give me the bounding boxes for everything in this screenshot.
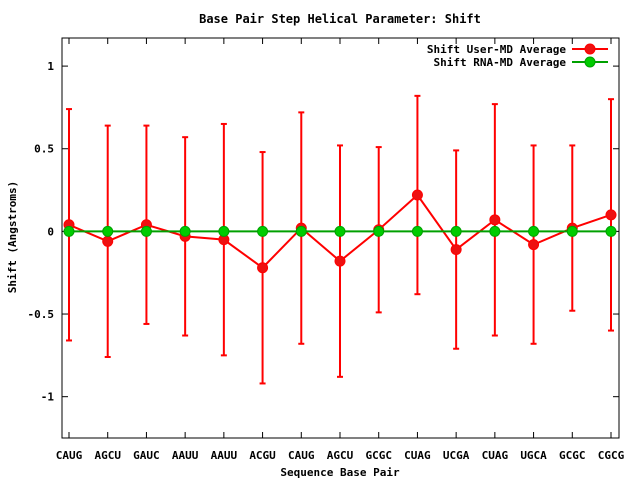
x-tick-label: AGCU	[94, 449, 121, 462]
series-1-point	[257, 262, 269, 274]
x-tick-label: CUAG	[404, 449, 431, 462]
x-tick-label: AAUU	[172, 449, 199, 462]
series-2-point	[179, 225, 191, 237]
y-tick-label: 0	[47, 225, 54, 238]
series-2-point	[218, 225, 230, 237]
series-1-point	[605, 209, 617, 221]
y-tick-label: 0.5	[34, 143, 54, 156]
series-2-point	[63, 225, 75, 237]
x-tick-label: GAUC	[133, 449, 160, 462]
y-axis-label: Shift (Angstroms)	[6, 181, 19, 294]
series-2-point	[295, 225, 307, 237]
series-2-point	[140, 225, 152, 237]
x-tick-label: CGCG	[598, 449, 625, 462]
chart-title: Base Pair Step Helical Parameter: Shift	[199, 12, 481, 26]
series-2-point	[373, 225, 385, 237]
series-2-point	[257, 225, 269, 237]
series-2-point	[566, 225, 578, 237]
series-2-point	[528, 225, 540, 237]
legend-marker-1	[584, 43, 596, 55]
x-tick-label: CUAG	[482, 449, 509, 462]
plot-frame	[61, 37, 620, 439]
legend-label-2: Shift RNA-MD Average	[434, 56, 567, 69]
series-1-point	[489, 214, 501, 226]
series-2-point	[605, 225, 617, 237]
y-tick-label: -0.5	[28, 308, 55, 321]
series-2-point	[450, 225, 462, 237]
series-1-point	[334, 255, 346, 267]
series-2-point	[102, 225, 114, 237]
x-axis-label: Sequence Base Pair	[280, 466, 400, 479]
series-2-point	[334, 225, 346, 237]
series-1-point	[450, 244, 462, 256]
x-tick-label: AGCU	[327, 449, 354, 462]
y-tick-label: 1	[47, 60, 54, 73]
series-2-point	[489, 225, 501, 237]
series-1-point	[528, 239, 540, 251]
x-tick-label: CAUG	[56, 449, 83, 462]
x-tick-label: AAUU	[211, 449, 238, 462]
axis-ticks: -1 -0.5 0 0.5 1 CAUG AGCU GAUC AAUU AAUU ACGU CAUG A…	[28, 38, 625, 462]
legend-label-1: Shift User-MD Average	[427, 43, 566, 56]
legend-marker-2	[584, 56, 596, 68]
x-tick-label: ACGU	[249, 449, 276, 462]
x-tick-label: GCGC	[559, 449, 586, 462]
series-1-point	[411, 189, 423, 201]
y-tick-label: -1	[41, 391, 55, 404]
x-tick-label: GCGC	[365, 449, 392, 462]
x-tick-label: CAUG	[288, 449, 315, 462]
series-1-point	[102, 235, 114, 247]
x-tick-label: UCGA	[443, 449, 470, 462]
x-tick-label: UGCA	[520, 449, 547, 462]
series-2-point	[411, 225, 423, 237]
series-markers	[63, 189, 617, 274]
